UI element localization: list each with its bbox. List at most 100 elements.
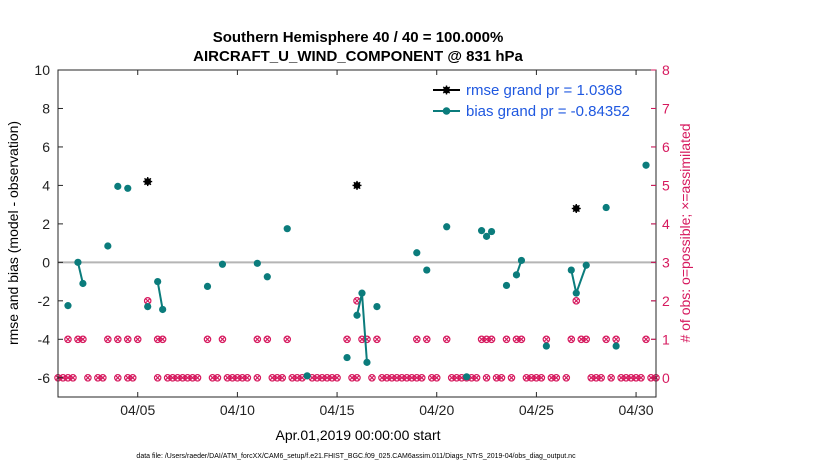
bias-point: [74, 258, 82, 266]
y-tick-label: -6: [38, 370, 51, 386]
bias-point: [487, 227, 496, 236]
plot-frame: [57, 69, 657, 398]
legend-bias-label: bias grand pr = -0.84352: [466, 103, 630, 120]
bias-point: [154, 277, 162, 286]
y2-tick-label: 3: [662, 254, 670, 270]
bias-point: [303, 372, 311, 380]
obs-count-marker: [278, 373, 287, 382]
bias-point: [443, 223, 451, 231]
y2-tick-label: 6: [662, 139, 670, 155]
obs-count-marker: [153, 373, 162, 382]
bias-point: [602, 203, 610, 212]
bias-point: [542, 342, 550, 350]
obs-count-marker: [123, 335, 132, 344]
obs-count-marker: [104, 335, 112, 344]
obs-count-marker: [517, 335, 526, 344]
obs-count-marker: [537, 373, 546, 382]
x-tick-label: 04/30: [619, 402, 654, 418]
obs-count-marker: [64, 335, 72, 344]
bias-point: [79, 279, 87, 288]
bias-point: [423, 266, 431, 274]
bias-point: [413, 249, 421, 257]
legend-box: [425, 78, 650, 122]
obs-count-marker: [253, 373, 262, 382]
obs-count-marker: [253, 335, 262, 344]
obs-count-marker: [218, 335, 227, 344]
obs-count-marker: [432, 373, 441, 382]
bias-point: [363, 358, 371, 366]
obs-count-marker: [472, 373, 481, 382]
y-tick-label: 4: [42, 177, 50, 193]
chart-title: Southern Hemisphere 40 / 40 = 100.000%: [213, 29, 504, 46]
bias-point: [144, 302, 152, 311]
bias-line: [76, 262, 84, 284]
obs-count-marker: [597, 373, 605, 382]
obs-count-marker: [572, 297, 581, 305]
obs-count-marker: [612, 335, 620, 344]
obs-count-marker: [69, 373, 77, 382]
obs-count-marker: [128, 373, 137, 382]
y2-tick-label: 7: [662, 100, 670, 116]
bias-point: [612, 342, 620, 350]
x-axis-label: Apr.01,2019 00:00:00 start: [275, 427, 440, 443]
bias-point: [159, 305, 167, 314]
y2-tick-label: 1: [662, 331, 670, 347]
bias-point: [203, 282, 212, 290]
obs-count-marker: [487, 335, 496, 344]
obs-count-marker: [114, 335, 122, 344]
bias-point: [642, 161, 650, 169]
y-tick-label: 0: [42, 254, 50, 270]
obs-count-marker: [422, 335, 431, 344]
bias-point: [512, 271, 521, 279]
chart-subtitle: AIRCRAFT_U_WIND_COMPONENT @ 831 hPa: [193, 48, 523, 65]
y-tick-label: 2: [42, 216, 50, 232]
obs-count-marker: [552, 373, 561, 382]
obs-count-marker: [607, 373, 615, 382]
obs-count-marker: [412, 335, 421, 344]
obs-count-marker: [333, 373, 341, 382]
y-tick-label: 6: [42, 139, 50, 155]
y-tick-label: 8: [42, 100, 50, 116]
y2-tick-label: 8: [662, 62, 670, 78]
obs-count-marker: [567, 335, 576, 344]
y-tick-label: -4: [38, 331, 51, 347]
y2-tick-label: 5: [662, 177, 670, 193]
obs-count-marker: [79, 335, 87, 344]
bias-point: [114, 182, 122, 190]
obs-count-marker: [482, 373, 491, 382]
obs-count-marker: [343, 335, 351, 344]
obs-count-marker: [84, 373, 92, 382]
bias-point: [124, 184, 132, 192]
bias-point: [567, 266, 575, 274]
x-tick-label: 04/10: [220, 402, 255, 418]
obs-count-marker: [542, 335, 551, 344]
bias-point: [572, 289, 580, 297]
obs-count-marker: [502, 335, 511, 344]
y2-tick-label: 4: [662, 216, 670, 232]
obs-count-marker: [263, 335, 272, 344]
bias-point: [218, 260, 227, 268]
y-tick-label: 10: [34, 62, 50, 78]
obs-count-marker: [507, 373, 516, 382]
bias-point: [253, 259, 261, 267]
bias-point: [283, 225, 291, 233]
bias-point: [477, 227, 486, 235]
bias-point: [463, 373, 471, 381]
y2-tick-label: 0: [662, 370, 670, 386]
obs-count-marker: [353, 373, 361, 382]
obs-count-marker: [114, 373, 122, 382]
legend: rmse grand pr = 1.0368 bias grand pr = -…: [425, 78, 650, 122]
x-tick-label: 04/20: [419, 402, 454, 418]
obs-count-marker: [442, 335, 451, 344]
obs-count-marker: [213, 373, 222, 382]
legend-rmse-marker: [442, 85, 451, 95]
obs-count-marker: [602, 335, 610, 344]
obs-count-marker: [562, 373, 571, 382]
axes-labels: -6 -4 -2 0 2 4 6 8 10 0 1 2 3 4 5 6 7 8 04/05 04/10 04/15 04/…: [34, 62, 670, 418]
bias-point: [343, 353, 351, 362]
obs-count-marker: [99, 373, 107, 382]
obs-count-marker: [497, 373, 506, 382]
x-tick-label: 04/15: [320, 402, 355, 418]
obs-count-marker: [368, 373, 376, 382]
y-tick-label: -2: [38, 293, 51, 309]
